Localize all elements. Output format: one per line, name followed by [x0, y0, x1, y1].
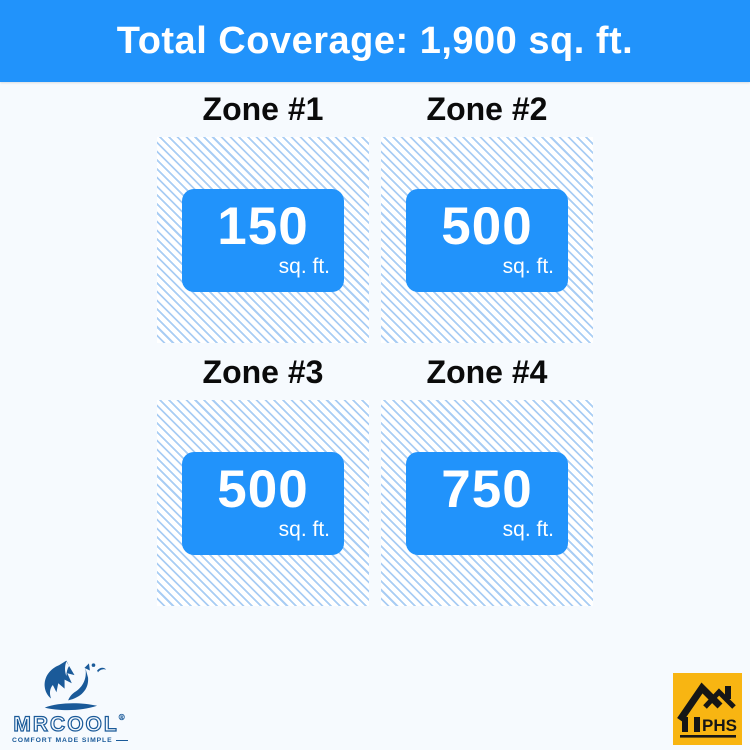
zone-1-title: Zone #1 [202, 91, 324, 127]
zone-3-coverage-box: 500 sq. ft. [157, 400, 369, 606]
mrcool-wordmark: MRCOOL® [13, 713, 127, 736]
zone-cell-4: Zone #4 750 sq. ft. [381, 345, 593, 606]
house-roof-icon: PHS [677, 682, 737, 738]
zone-4-coverage-box: 750 sq. ft. [381, 400, 593, 606]
zone-4-unit: sq. ft. [502, 517, 554, 541]
zone-1-value-card: 150 sq. ft. [182, 188, 344, 292]
zone-cell-1: Zone #1 150 sq. ft. [157, 82, 369, 343]
mrcool-logo: MRCOOL® COMFORT MADE SIMPLE [12, 657, 128, 744]
zone-2-title: Zone #2 [426, 91, 548, 127]
zone-3-value-card: 500 sq. ft. [182, 451, 344, 555]
mrcool-tagline: COMFORT MADE SIMPLE [12, 737, 113, 744]
zone-2-value-card: 500 sq. ft. [406, 188, 568, 292]
zone-3-title: Zone #3 [202, 354, 324, 390]
phs-logo: PHS [673, 673, 742, 745]
zone-cell-3: Zone #3 500 sq. ft. [157, 345, 369, 606]
zone-2-unit: sq. ft. [502, 254, 554, 278]
tagline-rule [115, 739, 128, 742]
zone-3-value: 500 [217, 459, 309, 519]
zone-4-value: 750 [441, 459, 533, 519]
registered-trademark-symbol: ® [118, 713, 127, 722]
zone-3-unit: sq. ft. [278, 517, 330, 541]
zone-4-value-card: 750 sq. ft. [406, 451, 568, 555]
zone-cell-2: Zone #2 500 sq. ft. [381, 82, 593, 343]
zone-1-unit: sq. ft. [278, 254, 330, 278]
phs-label: PHS [702, 716, 737, 735]
zones-grid: Zone #1 150 sq. ft. Zone #2 500 sq. ft. … [157, 82, 593, 606]
polar-bear-icon [44, 660, 107, 711]
mrcool-tagline-row: COMFORT MADE SIMPLE [12, 737, 128, 744]
zone-2-coverage-box: 500 sq. ft. [381, 137, 593, 343]
header-banner: Total Coverage: 1,900 sq. ft. [0, 0, 750, 82]
total-coverage-title: Total Coverage: 1,900 sq. ft. [116, 19, 634, 62]
zone-1-value: 150 [217, 196, 309, 256]
zone-1-coverage-box: 150 sq. ft. [157, 137, 369, 343]
zone-4-title: Zone #4 [426, 354, 548, 390]
zone-2-value: 500 [441, 196, 533, 256]
